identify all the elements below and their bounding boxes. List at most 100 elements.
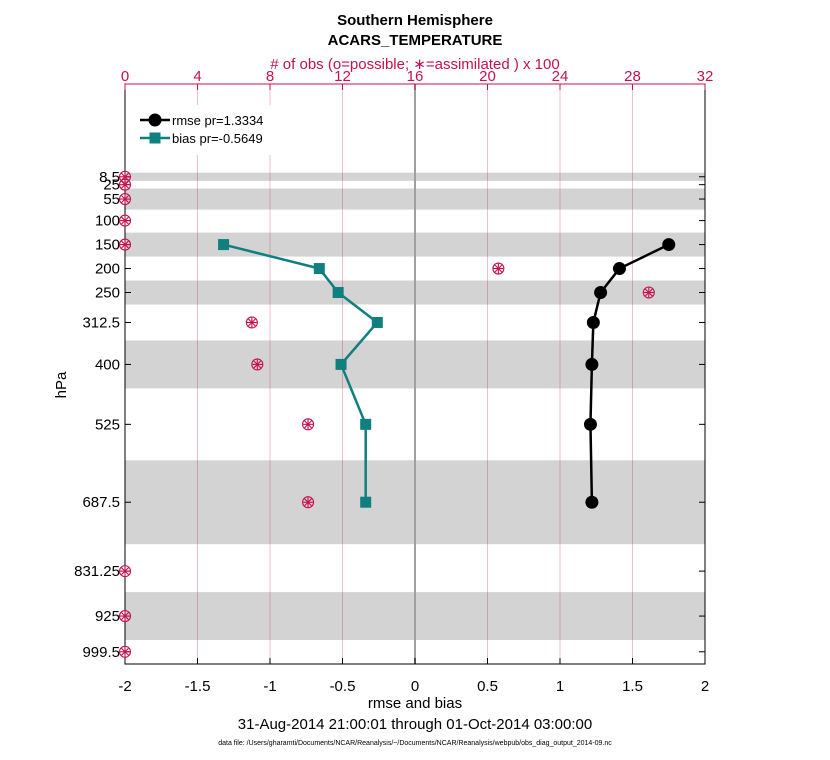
y-tick-label: 687.5 [82, 494, 120, 511]
x-tick-label: 2 [701, 678, 709, 695]
x-tick-label: 0 [411, 678, 419, 695]
date-range: 31-Aug-2014 21:00:01 through 01-Oct-2014… [238, 716, 592, 733]
assimilated-ray [121, 612, 129, 620]
obs-assimilated-marker [643, 287, 654, 298]
assimilated-ray [121, 240, 129, 249]
y-tick-label: 312.5 [82, 314, 120, 331]
obs-possible-marker [302, 418, 315, 431]
data-point [218, 239, 230, 251]
obs-assimilated-marker [252, 359, 263, 370]
data-point [585, 357, 599, 371]
x-tick-label: -1 [263, 678, 276, 695]
obs-possible-marker [302, 496, 315, 509]
obs-assimilated-marker [120, 239, 130, 250]
legend-marker [148, 113, 162, 127]
assimilated-ray [121, 180, 129, 189]
x-tick-label: 1.5 [622, 678, 643, 695]
data-point [612, 262, 626, 276]
x-tick-label: -2 [118, 678, 131, 695]
y-tick-label: 999.5 [82, 644, 120, 661]
data-point [583, 417, 597, 431]
obs-assimilated-marker [120, 194, 130, 205]
y-tick-label: 525 [95, 416, 120, 433]
assimilated-ray [253, 360, 262, 369]
top-tick-label: 20 [479, 68, 496, 85]
chart-title: Southern Hemisphere [337, 12, 493, 29]
chart-subtitle: ACARS_TEMPERATURE [328, 32, 503, 49]
top-tick-label: 16 [407, 68, 424, 85]
x-axis-label: rmse and bias [368, 695, 462, 712]
assimilated-ray [304, 498, 312, 507]
obs-assimilated-marker [493, 263, 504, 274]
obs-assimilated-marker [120, 179, 130, 190]
top-tick-label: 28 [624, 68, 641, 85]
data-point [371, 316, 383, 328]
x-tick-label: 0.5 [477, 678, 498, 695]
obs-possible-marker [118, 238, 132, 251]
assimilated-ray [121, 195, 129, 203]
y-axis-label: hPa [53, 371, 70, 398]
obs-possible-marker [118, 645, 132, 658]
y-tick-label: 8.5 [99, 169, 120, 186]
x-tick-label: -0.5 [330, 678, 356, 695]
x-axis-ticks: -2 -1.5 -1 -0.5 0 0.5 1 1.5 2 [118, 658, 709, 695]
series-lines [218, 238, 676, 509]
obs-possible-marker [642, 286, 655, 299]
obs-possible-marker [118, 610, 132, 623]
data-point [585, 495, 599, 509]
data-point [360, 496, 372, 508]
y-tick-label: 25 [103, 177, 120, 194]
data-point [332, 287, 344, 299]
top-tick-label: 24 [552, 68, 569, 85]
obs-possible-marker [118, 178, 132, 191]
top-tick-label: 12 [334, 68, 351, 85]
y-tick-label: 200 [95, 261, 120, 278]
data-point [335, 358, 347, 370]
assimilated-ray [121, 647, 129, 656]
assimilated-ray [494, 264, 503, 273]
obs-count-markers [118, 170, 655, 658]
top-tick-label: 8 [266, 68, 274, 85]
obs-assimilated-marker [303, 497, 314, 508]
obs-possible-marker [492, 262, 505, 275]
legend-marker [149, 132, 161, 144]
obs-assimilated-marker [303, 419, 314, 430]
obs-possible-marker [118, 192, 132, 206]
obs-assimilated-marker [246, 317, 257, 328]
obs-possible-marker [251, 358, 264, 371]
y-tick-label: 55 [103, 191, 120, 208]
assimilated-ray [644, 288, 653, 297]
assimilated-ray [247, 318, 256, 327]
data-point [360, 418, 372, 430]
obs-assimilated-marker [120, 566, 130, 577]
data-point [586, 315, 600, 329]
y-tick-label: 400 [95, 356, 120, 373]
data-point [662, 238, 676, 252]
y-tick-label: 100 [95, 213, 120, 230]
top-tick-label: 4 [193, 68, 201, 85]
legend-items: rmse pr=1.3334 bias pr=-0.5649 [140, 113, 263, 146]
y-tick-label: 831.25 [74, 563, 120, 580]
obs-assimilated-marker [120, 215, 130, 226]
legend-box [133, 105, 283, 155]
obs-possible-marker [245, 316, 258, 329]
y-tick-label: 150 [95, 237, 120, 254]
y-tick-label: 925 [95, 608, 120, 625]
legend: rmse pr=1.3334 bias pr=-0.5649 [133, 105, 283, 155]
obs-possible-marker [118, 565, 132, 578]
x-tick-label: 1 [556, 678, 564, 695]
top-axis-label: # of obs (o=possible; ∗=assimilated ) x … [270, 56, 559, 73]
legend-label: bias pr=-0.5649 [172, 131, 263, 146]
y-tick-label: 250 [95, 285, 120, 302]
legend-label: rmse pr=1.3334 [172, 113, 263, 128]
data-point [313, 263, 325, 275]
obs-assimilated-marker [120, 646, 130, 657]
obs-possible-marker [118, 214, 132, 227]
top-tick-label: 0 [121, 68, 129, 85]
top-tick-label: 32 [697, 68, 714, 85]
data-file-footnote: data file: /Users/gharamti/Documents/NCA… [218, 740, 612, 747]
assimilated-ray [121, 216, 129, 225]
top-axis-ticks: 0 4 8 12 16 20 24 28 32 [121, 68, 714, 90]
